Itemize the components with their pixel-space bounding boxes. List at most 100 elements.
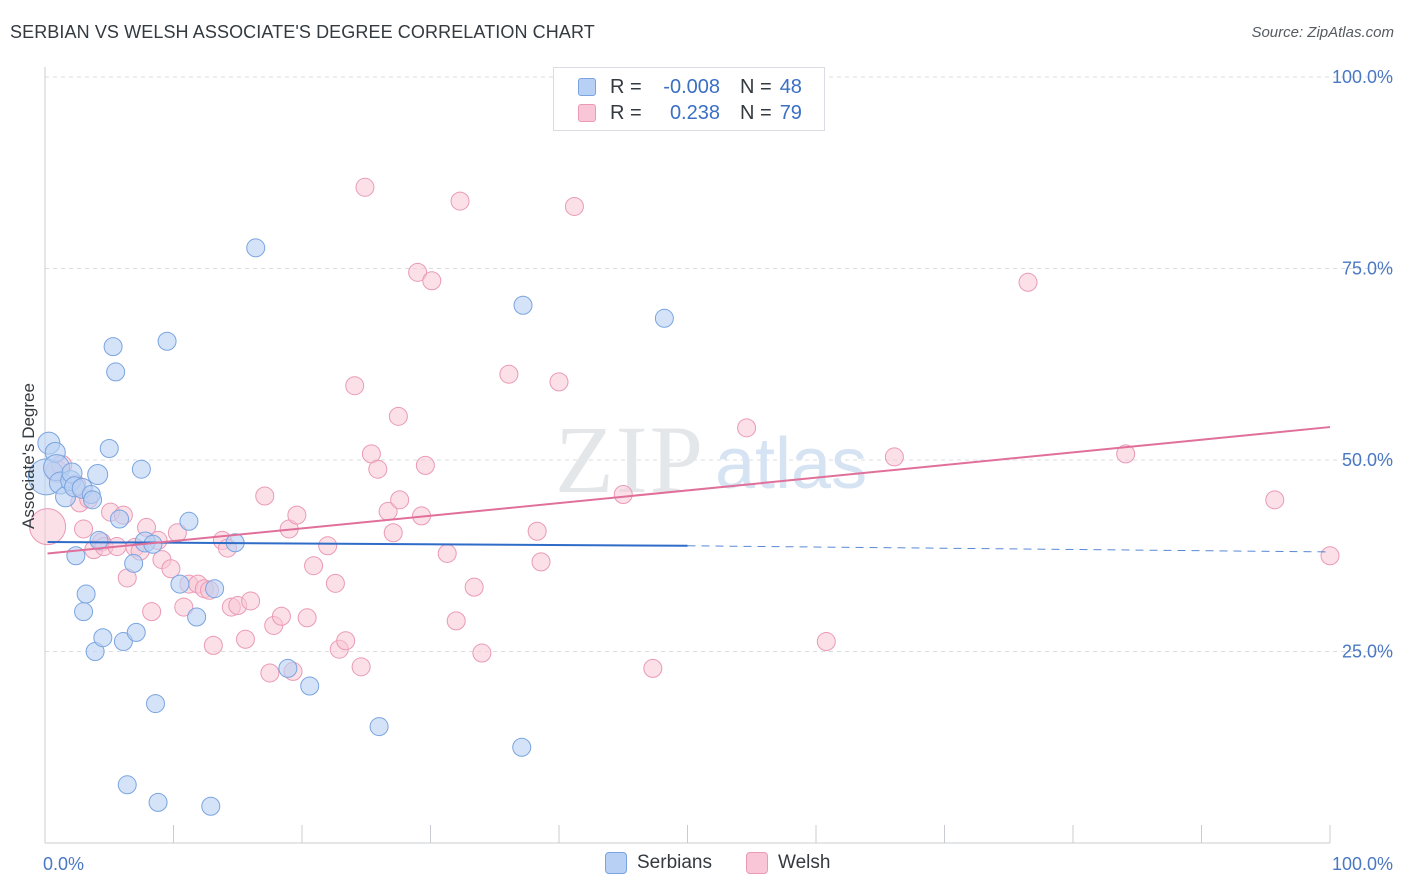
serbians-point [110,509,130,529]
trend-lines [47,426,1331,555]
r-value-serbians: -0.008 [663,75,720,98]
stats-legend: R = -0.008 N = 48 R = 0.238 N = 79 [553,67,825,131]
r-value-welsh: 0.238 [669,101,720,124]
n-value-welsh: 79 [779,101,802,124]
r-label: R = [610,75,642,98]
serbians-point [179,511,199,531]
serbians-point [89,530,109,550]
y-tick-label-25: 25.0% [1342,642,1393,662]
serbians-swatch [578,78,596,96]
legend-label-serbians: Serbians [637,852,712,873]
serbians-point [246,238,266,258]
serbians-point [278,658,298,678]
serbians-point [512,737,532,757]
welsh-point [1018,272,1038,292]
serbians-point [103,337,123,357]
welsh-point [260,663,280,683]
serbians-point [205,579,225,599]
welsh-point [142,602,162,622]
welsh-point [355,177,375,197]
r-label: R = [610,101,642,124]
n-label: N = [740,75,772,98]
welsh-point [390,490,410,510]
welsh-point [318,536,338,556]
welsh-point [1116,444,1136,464]
serbians-point [513,295,533,315]
source-credit: Source: ZipAtlas.com [1251,24,1394,41]
serbians-point [93,628,113,648]
serbians-trend-extension [687,545,1331,553]
welsh-point [241,591,261,611]
serbians-point [131,459,151,479]
grid-layer [45,76,1392,652]
welsh-point [74,519,94,539]
welsh-point [255,486,275,506]
welsh-point [450,191,470,211]
welsh-point [383,523,403,543]
welsh-point [345,376,365,396]
welsh-point [816,632,836,652]
welsh-point [235,629,255,649]
serbians-point [83,490,103,510]
welsh-point [472,643,492,663]
x-tick-label-min: 0.0% [43,854,84,874]
welsh-point [643,658,663,678]
welsh-point [351,657,371,677]
serbians-point [126,622,146,642]
serbians-point [117,775,137,795]
welsh-point [161,559,181,579]
welsh-point [29,508,67,546]
welsh-point [613,484,633,504]
serbians-point [369,717,389,737]
legend-row-welsh: R = 0.238 N = 79 [578,101,802,125]
serbians-point [113,632,133,652]
serbians-point [74,602,94,622]
serbians-point [76,584,96,604]
welsh-swatch [578,104,596,122]
serbians-point [146,694,166,714]
welsh-point [499,364,519,384]
welsh-legend-swatch [746,852,768,874]
welsh-point [203,635,223,655]
welsh-point [1320,546,1340,566]
welsh-point [437,543,457,563]
welsh-point [446,611,466,631]
serbians-points [27,238,674,816]
serbians-point [157,331,177,351]
legend-row-serbians: R = -0.008 N = 48 [578,75,802,99]
serbians-legend-swatch [605,852,627,874]
welsh-point [549,372,569,392]
welsh-point [415,455,435,475]
welsh-point [884,447,904,467]
welsh-point [422,271,442,291]
welsh-point [527,521,547,541]
y-tick-label-75: 75.0% [1342,259,1393,279]
series-legend: Serbians Welsh [0,852,1406,876]
legend-item-welsh[interactable]: Welsh [746,852,830,874]
legend-item-serbians[interactable]: Serbians [605,852,712,874]
axis-layer [44,67,1331,844]
watermark: ZIP atlas [555,406,867,513]
welsh-point [336,631,356,651]
welsh-point [271,606,291,626]
welsh-point [531,552,551,572]
welsh-point [408,262,428,282]
serbians-point [654,308,674,328]
welsh-point [737,418,757,438]
serbians-point [124,553,144,573]
welsh-point [174,597,194,617]
welsh-point [1265,490,1285,510]
serbians-point [106,362,126,382]
welsh-point [297,608,317,628]
serbians-point [300,676,320,696]
y-tick-label-100: 100.0% [1332,67,1393,87]
welsh-point [464,577,484,597]
legend-label-welsh: Welsh [778,852,831,873]
welsh-point [368,459,388,479]
welsh-point [304,556,324,576]
tick-labels: 25.0% 50.0% 75.0% 100.0% 0.0% 100.0% [43,67,1393,874]
y-tick-label-50: 50.0% [1342,450,1393,470]
welsh-point [287,505,307,525]
chart-title: SERBIAN VS WELSH ASSOCIATE'S DEGREE CORR… [10,22,595,42]
serbians-point [99,439,119,459]
